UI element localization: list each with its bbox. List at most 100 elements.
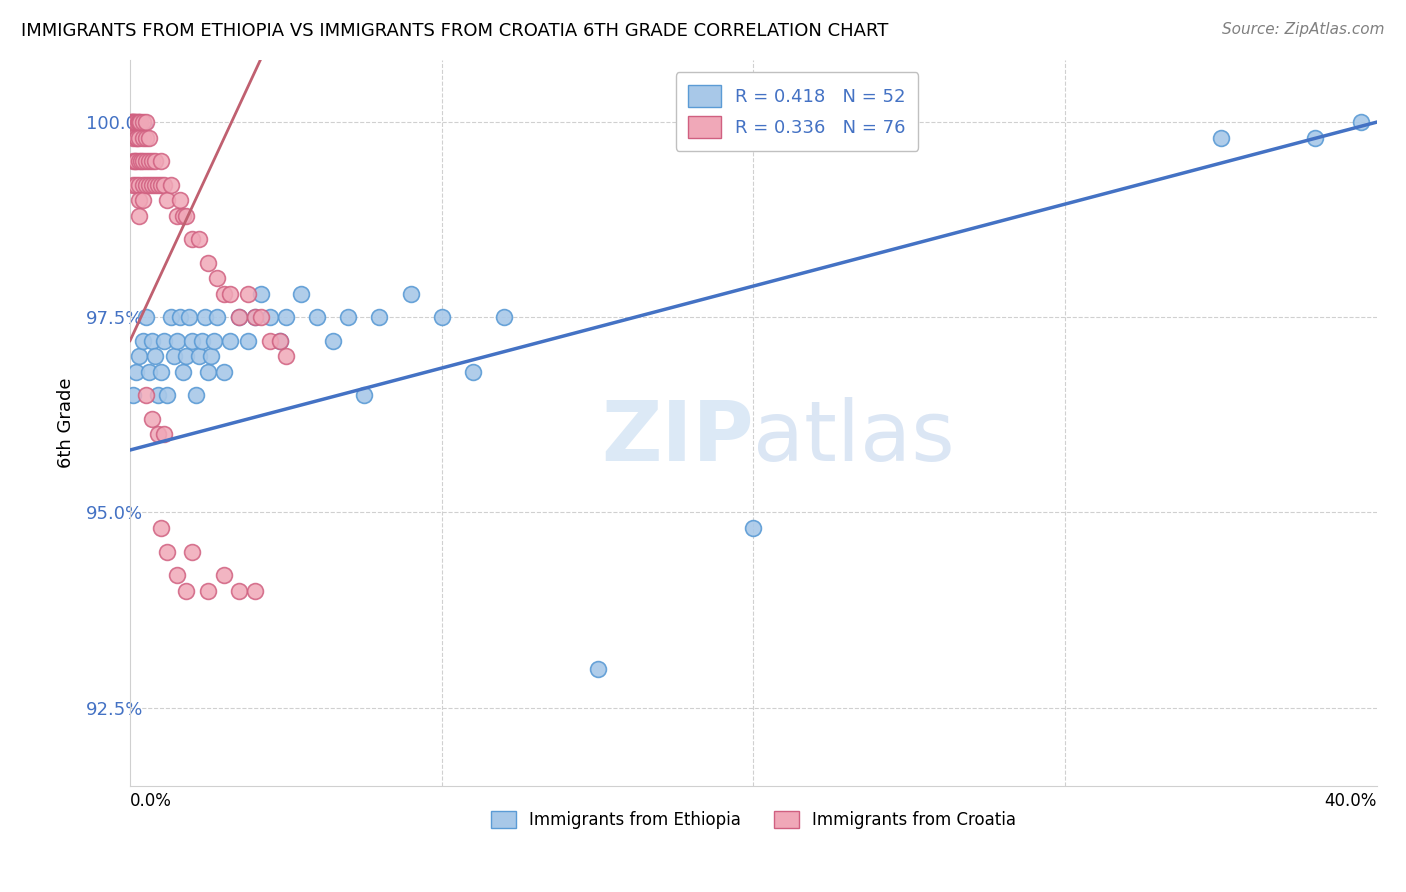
Point [131, 115, 153, 129]
Point [156, 544, 179, 558]
Point [353, 388, 375, 402]
Point [138, 365, 160, 379]
Point [181, 544, 204, 558]
Point [169, 193, 191, 207]
Point [141, 154, 163, 169]
Point [742, 521, 765, 535]
Point [124, 115, 146, 129]
Point [274, 310, 297, 325]
Point [197, 583, 219, 598]
Point [250, 286, 273, 301]
Point [243, 583, 266, 598]
Point [129, 115, 152, 129]
Point [146, 178, 169, 192]
Point [259, 310, 281, 325]
Point [228, 310, 250, 325]
Point [190, 334, 212, 348]
Point [169, 310, 191, 325]
Point [202, 334, 225, 348]
Point [122, 130, 145, 145]
Point [194, 310, 217, 325]
Text: 40.0%: 40.0% [1324, 792, 1376, 810]
Point [135, 130, 157, 145]
Point [128, 115, 150, 129]
Point [125, 130, 148, 145]
Point [125, 130, 148, 145]
Text: IMMIGRANTS FROM ETHIOPIA VS IMMIGRANTS FROM CROATIA 6TH GRADE CORRELATION CHART: IMMIGRANTS FROM ETHIOPIA VS IMMIGRANTS F… [21, 22, 889, 40]
Point [146, 427, 169, 442]
Point [187, 349, 209, 363]
Point [125, 154, 148, 169]
Point [200, 349, 222, 363]
Point [163, 349, 186, 363]
Point [129, 154, 152, 169]
Point [138, 178, 160, 192]
Point [128, 349, 150, 363]
Text: atlas: atlas [754, 397, 955, 478]
Point [337, 310, 360, 325]
Point [135, 178, 157, 192]
Point [131, 334, 153, 348]
Point [143, 349, 166, 363]
Point [156, 388, 179, 402]
Point [181, 334, 204, 348]
Point [150, 521, 173, 535]
Point [243, 310, 266, 325]
Point [250, 310, 273, 325]
Point [430, 310, 453, 325]
Point [135, 310, 157, 325]
Point [150, 178, 173, 192]
Point [122, 115, 145, 129]
Point [131, 130, 153, 145]
Point [1303, 130, 1326, 145]
Point [212, 286, 235, 301]
Point [120, 115, 142, 129]
Point [187, 232, 209, 246]
Y-axis label: 6th Grade: 6th Grade [58, 377, 75, 468]
Point [207, 271, 229, 285]
Point [138, 154, 160, 169]
Point [461, 365, 484, 379]
Point [153, 334, 176, 348]
Point [128, 209, 150, 223]
Point [128, 193, 150, 207]
Point [1209, 130, 1232, 145]
Point [122, 115, 145, 129]
Point [166, 334, 188, 348]
Point [135, 154, 157, 169]
Point [238, 334, 260, 348]
Point [135, 115, 157, 129]
Point [122, 178, 145, 192]
Text: 0.0%: 0.0% [129, 792, 172, 810]
Point [238, 286, 260, 301]
Point [290, 286, 312, 301]
Point [181, 232, 204, 246]
Point [125, 365, 148, 379]
Point [172, 365, 194, 379]
Point [131, 154, 153, 169]
Point [143, 178, 166, 192]
Point [127, 115, 149, 129]
Point [586, 662, 609, 676]
Legend: Immigrants from Ethiopia, Immigrants from Croatia: Immigrants from Ethiopia, Immigrants fro… [484, 804, 1024, 836]
Point [141, 411, 163, 425]
Point [141, 178, 163, 192]
Point [307, 310, 329, 325]
Point [146, 388, 169, 402]
Point [131, 178, 153, 192]
Point [259, 334, 281, 348]
Point [174, 349, 197, 363]
Point [159, 178, 181, 192]
Point [143, 154, 166, 169]
Point [269, 334, 291, 348]
Point [197, 365, 219, 379]
Point [184, 388, 207, 402]
Point [228, 310, 250, 325]
Point [128, 154, 150, 169]
Point [322, 334, 344, 348]
Point [153, 427, 176, 442]
Point [121, 115, 143, 129]
Point [218, 334, 240, 348]
Point [274, 349, 297, 363]
Point [153, 178, 176, 192]
